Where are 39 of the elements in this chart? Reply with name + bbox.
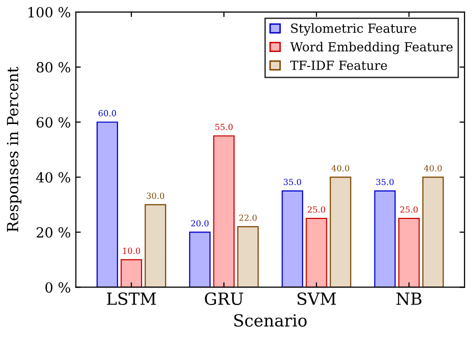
data-label: 40.0 [331, 165, 350, 172]
data-label: 60.0 [98, 110, 116, 116]
legend-label: Stylometric Feature [291, 23, 416, 36]
data-label: 40.0 [424, 165, 442, 172]
bar [237, 226, 259, 288]
data-label: 35.0 [284, 178, 302, 186]
data-label: 35.0 [376, 178, 394, 186]
y-axis-title: Responses in Percent [6, 66, 22, 232]
y-tick-label: 40 % [36, 172, 70, 183]
bar [213, 135, 235, 288]
y-tick-label: 0 % [45, 282, 70, 293]
x-tick-label: SVM [298, 292, 336, 305]
data-label: 55.0 [215, 124, 233, 130]
bar [120, 259, 142, 288]
y-tick-label: 80 % [36, 62, 70, 73]
bar [96, 122, 118, 288]
y-tick-label: 60 % [36, 117, 70, 128]
bar [374, 190, 396, 288]
legend-label: TF-IDF Feature [290, 60, 388, 70]
x-axis-title: Scenario [234, 314, 307, 327]
bar [282, 190, 304, 288]
x-tick-label: GRU [204, 292, 244, 305]
bar [330, 176, 352, 288]
y-tick-label: 20 % [36, 227, 70, 238]
data-label: 20.0 [191, 220, 209, 226]
x-tick-label: NB [396, 292, 422, 305]
x-tick-label: LSTM [106, 292, 156, 305]
data-label: 25.0 [308, 206, 326, 213]
legend-label: Word Embedding Feature [290, 42, 453, 54]
data-label: 30.0 [146, 192, 164, 199]
data-label: 22.0 [239, 214, 257, 221]
bar [398, 218, 420, 288]
bar [189, 232, 211, 288]
data-label: 10.0 [123, 248, 140, 254]
bar [306, 218, 328, 288]
data-label: 25.0 [400, 206, 418, 213]
y-tick-label: 100 % [28, 7, 70, 18]
bar [422, 176, 444, 288]
bar [144, 204, 166, 288]
